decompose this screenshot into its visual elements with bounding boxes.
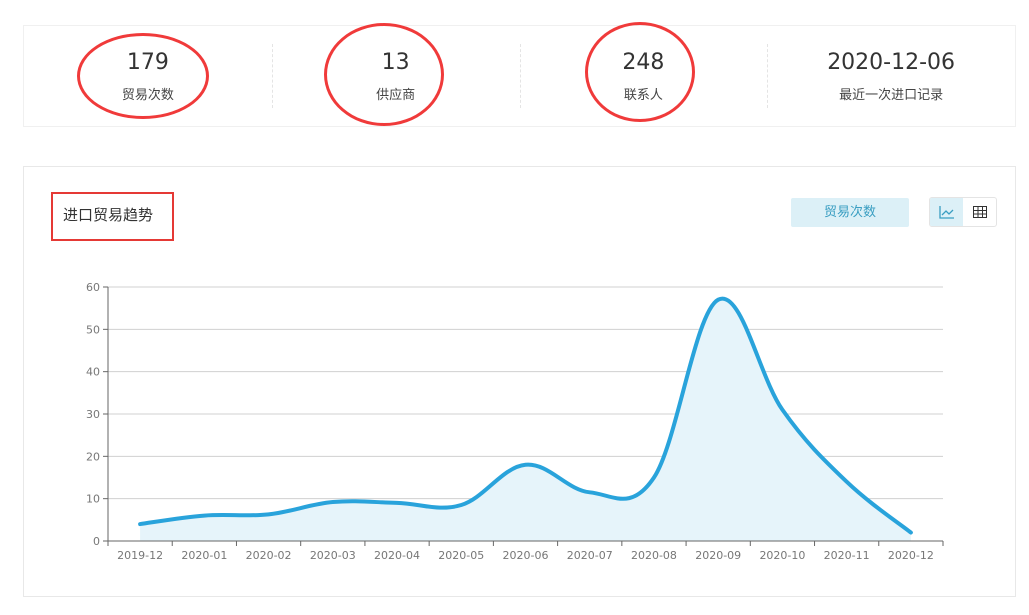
y-tick-label: 60 — [86, 281, 100, 294]
series-area — [140, 298, 911, 541]
x-tick-label: 2020-04 — [374, 549, 420, 562]
x-tick-label: 2020-12 — [888, 549, 934, 562]
y-tick-label: 40 — [86, 366, 100, 379]
x-tick-label: 2020-10 — [759, 549, 805, 562]
stat-contacts: 248 联系人 — [519, 26, 768, 126]
stat-last-import: 2020-12-06 最近一次进口记录 — [767, 26, 1015, 126]
stat-trade-count: 179 贸易次数 — [121, 50, 174, 103]
line-chart-view-button[interactable] — [930, 198, 963, 226]
stats-bar: 179 贸易次数 13 供应商 248 联系人 2020-12-06 最近一次进口记录 — [23, 25, 1016, 127]
x-tick-label: 2020-05 — [438, 549, 484, 562]
y-tick-label: 20 — [86, 450, 100, 463]
x-tick-label: 2020-03 — [310, 549, 356, 562]
chart-panel-title: 进口贸易趋势 — [51, 192, 174, 241]
x-tick-label: 2019-12 — [117, 549, 163, 562]
x-tick-label: 2020-06 — [503, 549, 549, 562]
metric-button[interactable]: 贸易次数 — [791, 198, 909, 227]
trend-chart-card — [23, 166, 1016, 597]
table-icon — [972, 206, 987, 218]
x-tick-label: 2020-11 — [824, 549, 870, 562]
x-tick-label: 2020-07 — [567, 549, 613, 562]
view-toggle — [929, 197, 997, 227]
y-tick-label: 0 — [93, 535, 100, 548]
stat-suppliers: 13 供应商 — [271, 26, 520, 126]
table-view-button[interactable] — [963, 198, 996, 226]
x-tick-label: 2020-01 — [181, 549, 227, 562]
x-tick-label: 2020-08 — [631, 549, 677, 562]
x-tick-label: 2020-09 — [695, 549, 741, 562]
y-tick-label: 30 — [86, 408, 100, 421]
line-chart-icon — [938, 206, 954, 219]
x-tick-label: 2020-02 — [246, 549, 292, 562]
y-tick-label: 50 — [86, 323, 100, 336]
y-tick-label: 10 — [86, 493, 100, 506]
